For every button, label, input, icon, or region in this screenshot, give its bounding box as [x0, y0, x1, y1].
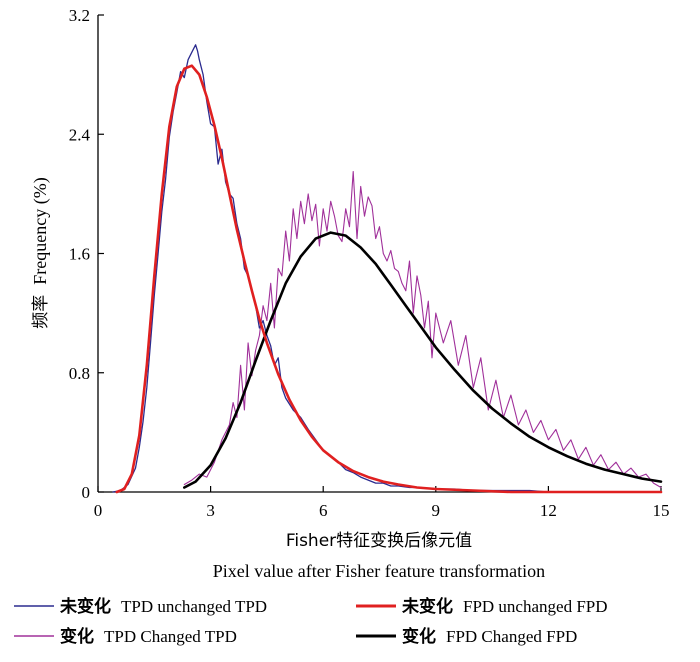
series-line-3 — [183, 231, 663, 489]
legend-label-en: TPD Changed TPD — [104, 627, 237, 646]
x-axis-label-cn: Fisher特征变换后像元值 — [286, 531, 472, 551]
legend-label-cn: 变化 — [402, 626, 436, 647]
y-axis-label-cn: 频率 — [31, 295, 51, 329]
x-tick-label: 6 — [319, 501, 328, 520]
y-axis-label: 频率 Frequency (%) — [30, 177, 51, 328]
plot-area — [112, 44, 663, 494]
x-tick-label: 12 — [540, 501, 557, 520]
y-tick-label: 0 — [82, 483, 91, 502]
legend: 未变化 TPD unchanged TPD 未变化 FPD unchanged FPD… — [14, 596, 608, 647]
x-tick-label: 9 — [432, 501, 441, 520]
y-tick-label: 3.2 — [69, 6, 90, 25]
y-tick-label: 0.8 — [69, 364, 90, 383]
x-axis-label-en: Pixel value after Fisher feature transfo… — [213, 561, 545, 581]
x-tick-label: 3 — [206, 501, 215, 520]
x-tick-label: 0 — [94, 501, 103, 520]
legend-label-en: TPD unchanged TPD — [121, 597, 267, 616]
legend-label-cn: 未变化 — [401, 596, 453, 617]
series-line-1 — [115, 64, 663, 494]
x-tick-label: 15 — [653, 501, 670, 520]
series-line-0 — [112, 44, 662, 493]
legend-label-cn: 变化 — [60, 626, 94, 647]
legend-label-cn: 未变化 — [59, 596, 111, 617]
y-tick-label: 2.4 — [69, 125, 91, 144]
y-tick-label: 1.6 — [69, 245, 90, 264]
legend-label-en: FPD unchanged FPD — [463, 597, 608, 616]
legend-label-en: FPD Changed FPD — [446, 627, 577, 646]
axis-ticks: 0 3 6 9 12 15 0 0.8 1.6 2.4 3.2 — [69, 6, 670, 520]
y-axis-label-en: Frequency (%) — [30, 177, 51, 284]
series-line-2 — [183, 170, 662, 489]
